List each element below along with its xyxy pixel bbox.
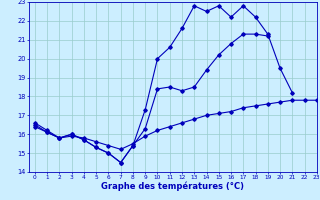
X-axis label: Graphe des températures (°C): Graphe des températures (°C) [101,181,244,191]
